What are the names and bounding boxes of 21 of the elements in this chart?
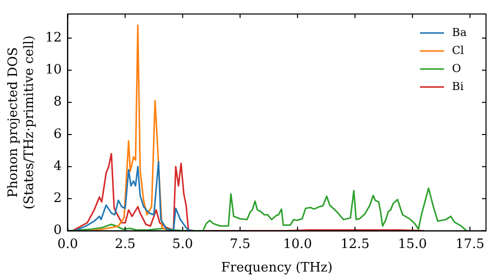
legend-label: Cl <box>452 44 464 57</box>
legend-label: Ba <box>452 26 468 39</box>
x-axis-title: Frequency (THz) <box>221 260 333 276</box>
x-tick-label: 12.5 <box>340 236 370 252</box>
y-tick-label: 4 <box>53 158 62 174</box>
x-tick-label: 2.5 <box>114 236 136 252</box>
x-tick-label: 17.5 <box>455 236 484 252</box>
x-tick-label: 10.0 <box>283 236 312 252</box>
y-tick-label: 2 <box>53 191 62 206</box>
y-tick-label: 6 <box>53 126 62 142</box>
y-tick-label: 0 <box>53 223 62 238</box>
y-tick-label: 12 <box>45 30 62 46</box>
x-tick-label: 7.5 <box>230 236 250 252</box>
x-tick-label: 0.0 <box>57 236 78 252</box>
y-tick-label: 10 <box>45 62 62 78</box>
legend-label: Bi <box>452 80 464 93</box>
y-tick-label: 8 <box>53 94 62 110</box>
legend-label: O <box>452 62 462 75</box>
x-tick-label: 15.0 <box>398 236 427 252</box>
x-tick-label: 5.0 <box>172 236 193 252</box>
y-axis-title: Phonon projected DOS (States/THz·primitive cell) <box>6 35 37 210</box>
